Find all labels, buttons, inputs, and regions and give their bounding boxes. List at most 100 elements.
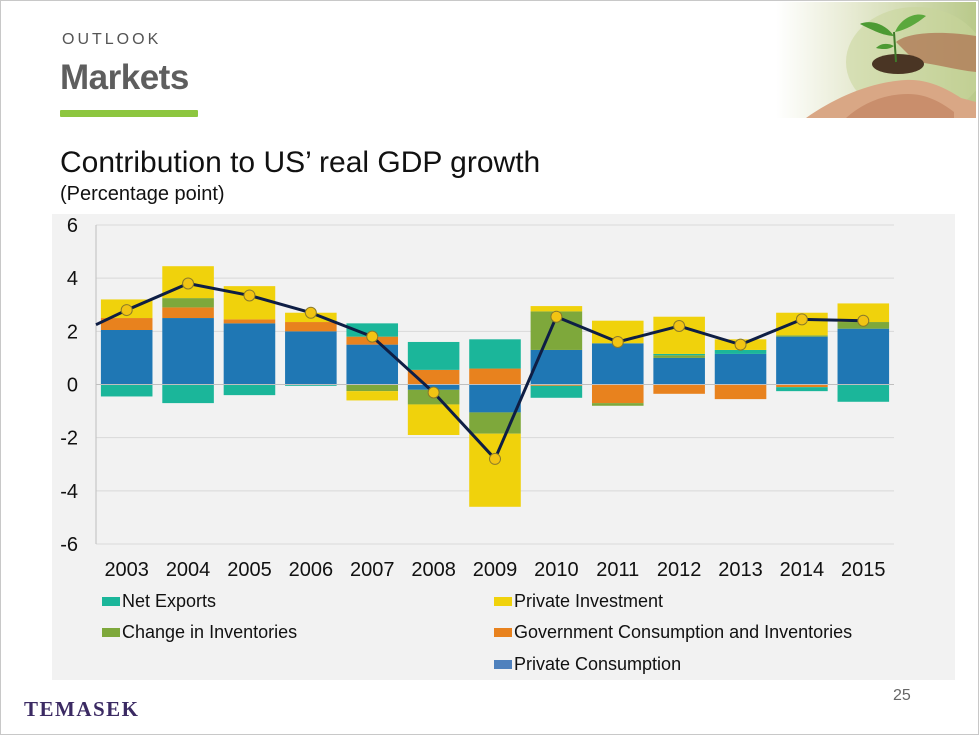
y-tick-label: 2 (67, 321, 78, 343)
x-tick-label: 2010 (534, 559, 579, 581)
gdp-growth-point (182, 277, 195, 290)
chart-title: Contribution to US’ real GDP growth (60, 146, 541, 179)
bar-segment (591, 403, 644, 406)
gdp-growth-point (734, 338, 747, 351)
bar-segment (469, 368, 521, 385)
x-tick-label: 2005 (227, 559, 272, 581)
y-tick-label: -6 (60, 534, 78, 556)
legend-item-change-in-inventories: Change in Inventories (102, 621, 297, 643)
bar-segment (714, 349, 767, 354)
y-tick-label: -4 (60, 481, 78, 503)
bar-segment (285, 322, 337, 332)
bar-segment (469, 339, 521, 369)
x-tick-label: 2009 (473, 559, 518, 581)
bar-segment (714, 353, 767, 385)
gdp-growth-point (120, 304, 133, 317)
bar-segment (285, 384, 337, 386)
bar-segment (469, 384, 521, 413)
legend-swatch (494, 659, 512, 669)
bar-segment (407, 404, 460, 436)
x-tick-label: 2014 (780, 559, 825, 581)
bar-segment (162, 298, 214, 308)
legend-label: Net Exports (122, 590, 217, 611)
bar-segment (346, 384, 399, 392)
temasek-logo: TEMASEK (24, 697, 140, 721)
bar-segment (162, 318, 214, 385)
bar-segment (100, 384, 153, 397)
y-tick-label: -2 (60, 428, 78, 450)
gdp-growth-point (243, 289, 256, 302)
x-tick-label: 2006 (289, 559, 334, 581)
gdp-growth-point (489, 452, 501, 465)
bar-segment (223, 384, 276, 396)
bar-segment (653, 357, 705, 385)
x-tick-label: 2004 (166, 559, 211, 581)
y-tick-label: 6 (67, 215, 78, 237)
bar-segment (223, 323, 276, 385)
legend-item-net-exports: Net Exports (102, 590, 216, 612)
page-title: Markets (60, 58, 189, 97)
gdp-growth-point (550, 310, 563, 323)
bar-segment (653, 384, 705, 394)
x-tick-label: 2011 (596, 559, 639, 581)
x-tick-label: 2015 (841, 559, 886, 581)
gdp-growth-point (611, 335, 624, 348)
x-tick-label: 2008 (411, 559, 456, 581)
legend-label: Private Investment (514, 590, 664, 611)
legend-label: Change in Inventories (122, 621, 298, 642)
bar-segment (469, 433, 521, 507)
gdp-growth-point (304, 306, 317, 319)
bar-segment (530, 306, 583, 312)
bar-segment (100, 318, 153, 331)
bar-segment (837, 303, 890, 323)
gdp-growth-point (795, 313, 808, 326)
bar-segment (776, 384, 828, 388)
x-tick-label: 2007 (350, 559, 395, 581)
section-kicker: OUTLOOK (62, 31, 162, 48)
legend-swatch (102, 596, 120, 606)
bar-segment (162, 307, 214, 319)
bar-segment (407, 341, 460, 370)
bar-segment (346, 391, 399, 401)
legend-swatch (102, 627, 120, 637)
legend-swatch (494, 596, 512, 606)
legend-item-government-consumption: Government Consumption and Inventories (494, 621, 852, 643)
bar-segment (776, 335, 828, 337)
bar-segment (346, 323, 399, 337)
title-underline (60, 110, 198, 117)
gdp-growth-point (857, 314, 870, 327)
y-tick-label: 4 (67, 268, 78, 290)
bar-segment (100, 330, 153, 385)
x-tick-label: 2003 (104, 559, 149, 581)
chart-subtitle: (Percentage point) (60, 183, 225, 205)
bar-segment (591, 384, 644, 404)
bar-segment (591, 343, 644, 385)
legend-item-private-investment: Private Investment (494, 590, 663, 612)
bar-segment (653, 355, 705, 358)
bar-segment (776, 387, 828, 392)
bar-segment (530, 385, 583, 398)
bar-segment (530, 384, 583, 386)
gdp-growth-point (673, 320, 686, 333)
legend-label: Private Consumption (514, 653, 682, 674)
bar-segment (285, 331, 337, 385)
gdp-growth-line (95, 281, 864, 461)
gdp-growth-point (427, 386, 440, 399)
x-tick-label: 2013 (718, 559, 763, 581)
page-number: 25 (893, 687, 911, 704)
bar-segment (837, 328, 890, 385)
legend-swatch (494, 627, 512, 637)
legend-label: Government Consumption and Inventories (514, 621, 853, 642)
bar-segment (223, 319, 276, 324)
bar-segment (714, 384, 767, 400)
bar-segment (776, 336, 828, 385)
legend-item-private-consumption: Private Consumption (494, 653, 681, 675)
x-tick-label: 2012 (657, 559, 702, 581)
hands-holding-seedling-photo (776, 2, 976, 118)
bar-segment (162, 384, 214, 404)
bar-segment (346, 344, 399, 385)
gdp-growth-point (366, 330, 379, 343)
bar-segment (653, 353, 705, 356)
bar-segment (837, 384, 890, 402)
